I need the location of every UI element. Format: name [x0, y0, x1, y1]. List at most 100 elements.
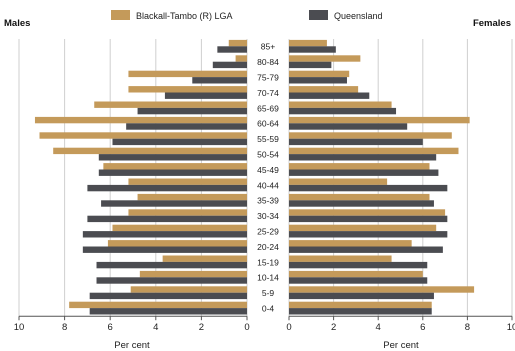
bar-state-females: [289, 231, 448, 238]
age-label: 65-69: [257, 103, 279, 113]
bar-local-females: [289, 132, 452, 139]
bar-local-females: [289, 255, 392, 262]
bar-local-females: [289, 116, 470, 124]
bar-state-males: [87, 215, 248, 223]
tick-label-females: 8: [465, 322, 470, 333]
bar-state-females: [289, 46, 336, 53]
legend-swatch-state: [309, 10, 328, 20]
x-axis-title-females: Per cent: [383, 340, 419, 351]
bar-local-males: [128, 178, 247, 185]
age-label: 30-34: [257, 211, 279, 221]
tick-label-males: 2: [199, 322, 204, 333]
females-title: Females: [473, 18, 511, 29]
bar-state-males: [126, 123, 247, 130]
bar-local-females: [289, 286, 475, 293]
gridlines: [18, 39, 513, 317]
bar-local-males: [128, 209, 247, 216]
bar-local-females: [289, 193, 430, 201]
age-label: 60-64: [257, 119, 279, 129]
bar-local-males: [162, 255, 247, 262]
bar-local-females: [289, 70, 350, 78]
legend-label-state: Queensland: [334, 11, 383, 21]
age-label: 85+: [261, 42, 275, 52]
bar-local-males: [128, 70, 247, 78]
bar-state-males: [192, 77, 247, 84]
bar-local-males: [107, 240, 247, 247]
bar-state-females: [289, 154, 437, 161]
bar-local-males: [39, 132, 247, 139]
bar-local-males: [34, 116, 248, 124]
bar-local-females: [289, 209, 446, 216]
bar-state-males: [137, 107, 247, 115]
legend-swatch-local: [111, 10, 130, 20]
bar-local-females: [289, 86, 359, 93]
bar-local-females: [289, 39, 327, 47]
bars: [34, 39, 475, 315]
bar-state-males: [101, 200, 247, 207]
age-label: 25-29: [257, 227, 279, 237]
bar-state-males: [82, 231, 247, 238]
bar-local-males: [235, 55, 247, 62]
age-group-labels: 85+ 80-84 75-79 70-74 65-69 60-64 55-59 50-54 45…: [257, 42, 279, 314]
bar-local-males: [128, 86, 247, 93]
tick-label-males: 8: [62, 322, 67, 333]
bar-local-females: [289, 163, 430, 170]
bar-state-males: [212, 61, 247, 69]
age-label: 80-84: [257, 57, 279, 67]
age-label: 35-39: [257, 196, 279, 206]
age-label: 5-9: [262, 288, 275, 298]
age-label: 45-49: [257, 165, 279, 175]
tick-label-males: 10: [14, 322, 25, 333]
bar-state-females: [289, 123, 408, 130]
bar-local-males: [53, 147, 248, 155]
bar-state-females: [289, 261, 428, 269]
bar-state-females: [289, 77, 347, 84]
bar-local-females: [289, 270, 423, 278]
bar-local-males: [69, 301, 247, 309]
bar-state-females: [289, 138, 423, 146]
tick-label-females: 4: [376, 322, 381, 333]
bar-local-females: [289, 240, 412, 247]
bar-local-males: [139, 270, 247, 278]
age-label: 70-74: [257, 88, 279, 98]
bar-local-males: [103, 163, 247, 170]
axes: 0 0 2 2 4 4 6 6 8 8 10 10: [14, 315, 515, 333]
bar-state-females: [289, 200, 434, 207]
x-axis-title-males: Per cent: [114, 340, 150, 351]
bar-state-females: [289, 184, 448, 192]
age-label: 0-4: [262, 304, 275, 314]
tick-label-females: 6: [420, 322, 425, 333]
bar-state-males: [82, 246, 247, 253]
tick-label-females: 10: [507, 322, 515, 333]
bar-state-males: [98, 154, 247, 161]
bar-local-females: [289, 147, 459, 155]
bar-state-females: [289, 215, 448, 223]
bar-state-females: [289, 292, 434, 300]
bar-local-males: [228, 39, 247, 47]
bar-state-females: [289, 92, 370, 99]
bar-state-males: [98, 169, 247, 176]
tick-label-males: 4: [153, 322, 158, 333]
tick-label-males: 0: [244, 322, 249, 333]
bar-state-males: [89, 292, 248, 300]
bar-local-females: [289, 178, 388, 185]
bar-local-females: [289, 55, 361, 62]
bar-state-females: [289, 277, 428, 284]
bar-state-males: [96, 261, 248, 269]
bar-local-males: [130, 286, 247, 293]
bar-local-females: [289, 101, 392, 108]
age-label: 75-79: [257, 73, 279, 83]
age-label: 50-54: [257, 150, 279, 160]
bar-state-males: [164, 92, 247, 99]
bar-state-males: [87, 184, 248, 192]
males-title: Males: [4, 18, 30, 29]
bar-state-females: [289, 308, 432, 315]
bar-state-females: [289, 246, 443, 253]
bar-state-females: [289, 107, 397, 115]
bar-state-males: [89, 308, 248, 315]
bar-local-males: [112, 224, 247, 232]
bar-state-males: [112, 138, 247, 146]
tick-label-males: 6: [108, 322, 113, 333]
tick-label-females: 0: [286, 322, 291, 333]
